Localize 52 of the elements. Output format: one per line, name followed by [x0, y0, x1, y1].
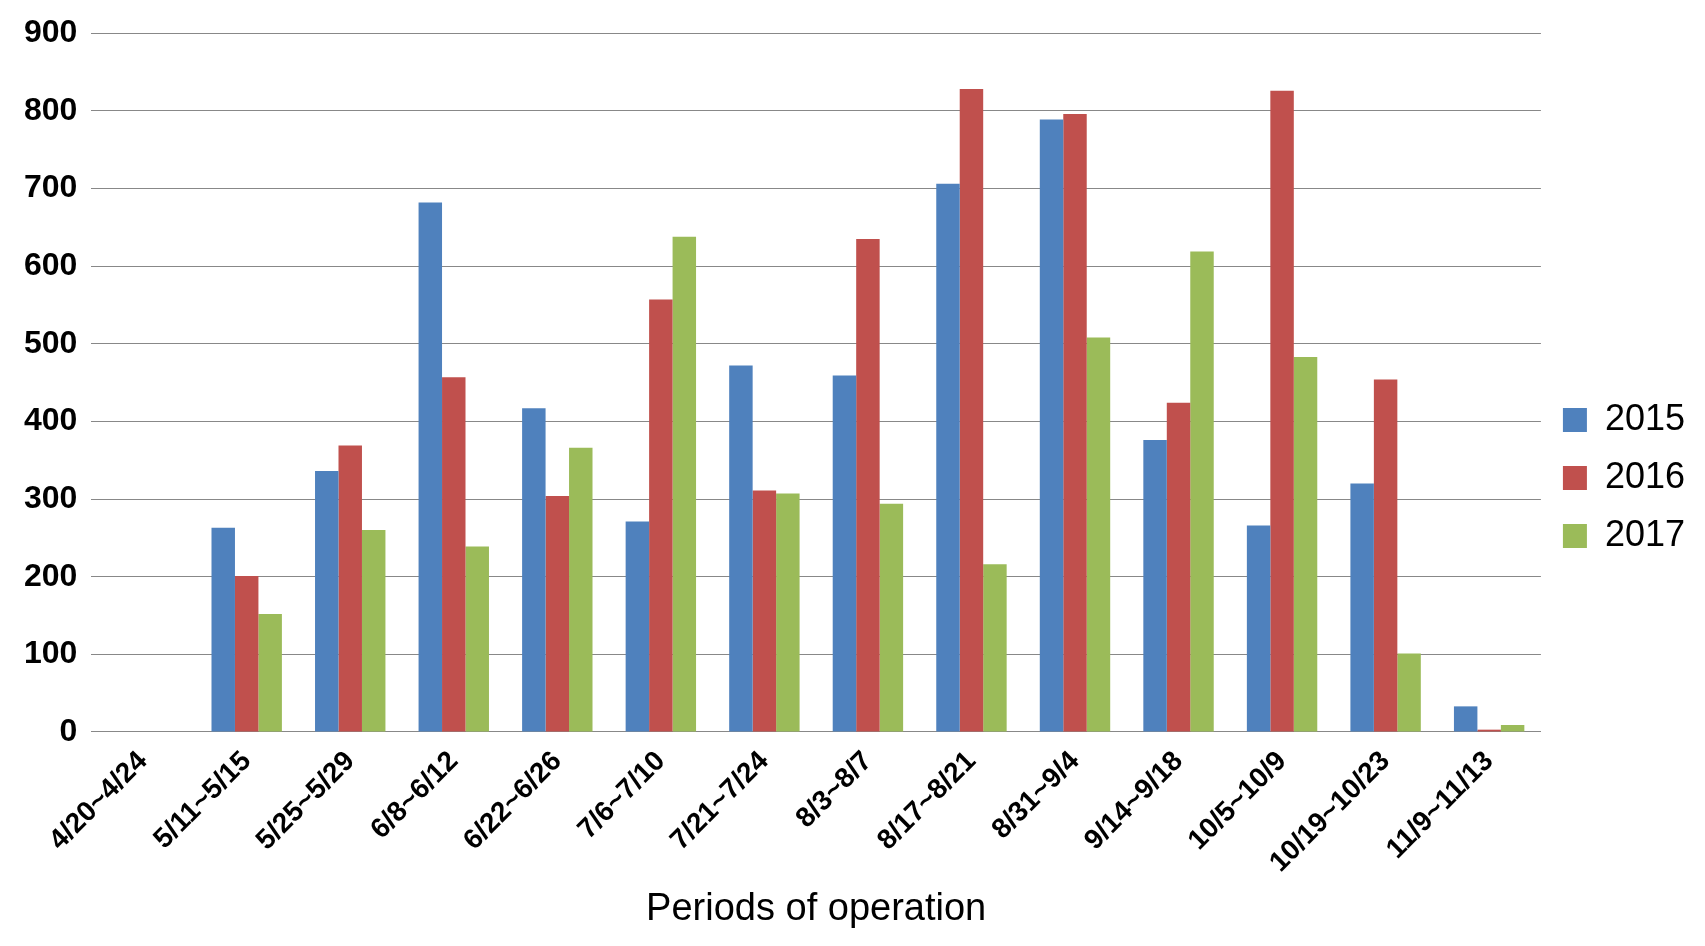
bar	[258, 613, 282, 732]
y-tick-label: 100	[24, 634, 78, 671]
bar	[442, 377, 466, 732]
bar	[211, 527, 235, 732]
legend-label: 2016	[1604, 454, 1686, 496]
bar	[1350, 483, 1374, 732]
x-axis-title: Periods of operation	[646, 885, 987, 928]
bar	[856, 238, 880, 732]
bar	[1086, 337, 1111, 732]
bar	[1270, 90, 1294, 732]
y-tick-label: 600	[24, 245, 78, 282]
legend-label: 2015	[1604, 396, 1686, 438]
bar	[959, 89, 984, 732]
bar	[1143, 440, 1167, 732]
bar	[625, 521, 650, 732]
y-tick-label: 300	[24, 478, 78, 515]
bar	[1039, 119, 1064, 732]
bar	[569, 447, 593, 732]
bar	[879, 503, 904, 732]
y-tick-label: 800	[24, 90, 78, 127]
bar	[729, 365, 753, 732]
bar	[315, 471, 339, 732]
y-tick-label: 0	[59, 711, 78, 748]
bar	[1293, 356, 1318, 732]
bar	[1246, 525, 1271, 732]
bar	[234, 575, 259, 732]
y-tick-label: 400	[24, 401, 78, 438]
bar	[1166, 402, 1191, 732]
bar	[1063, 113, 1087, 732]
bar	[983, 564, 1007, 732]
bar	[1397, 653, 1421, 732]
bar	[545, 495, 570, 732]
bar	[1373, 379, 1398, 732]
y-tick-label: 900	[24, 13, 78, 50]
bar	[672, 236, 697, 732]
bar	[338, 445, 362, 732]
bar	[832, 375, 857, 732]
bar	[649, 299, 673, 732]
bar	[1453, 706, 1478, 732]
bar	[776, 493, 800, 732]
bar	[936, 183, 960, 732]
bar	[752, 490, 777, 732]
y-tick-label: 200	[24, 556, 78, 593]
bar	[1190, 251, 1214, 732]
bar	[465, 546, 489, 732]
bar	[1500, 725, 1525, 732]
legend-label: 2017	[1604, 512, 1686, 554]
bar	[361, 530, 386, 732]
y-tick-label: 700	[24, 168, 78, 205]
y-tick-label: 500	[24, 323, 78, 360]
bar	[522, 408, 546, 732]
bar	[418, 202, 443, 732]
